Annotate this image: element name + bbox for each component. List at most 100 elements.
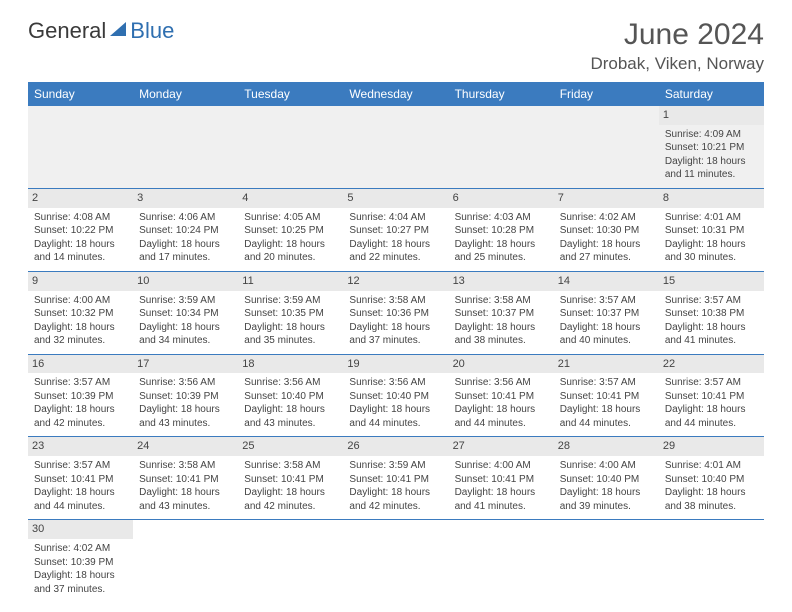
calendar-cell: 9Sunrise: 4:00 AMSunset: 10:32 PMDayligh… [28,271,133,354]
sunset-text: Sunset: 10:41 PM [244,473,337,487]
sunset-text: Sunset: 10:37 PM [455,307,548,321]
calendar-cell: 23Sunrise: 3:57 AMSunset: 10:41 PMDaylig… [28,437,133,520]
calendar-week: 1Sunrise: 4:09 AMSunset: 10:21 PMDayligh… [28,106,764,188]
sunset-text: Sunset: 10:35 PM [244,307,337,321]
sunrise-text: Sunrise: 3:57 AM [560,376,653,390]
calendar-cell [133,106,238,188]
day-header: Wednesday [343,82,448,106]
sunset-text: Sunset: 10:37 PM [560,307,653,321]
daylight-text: Daylight: 18 hours and 34 minutes. [139,321,232,348]
sunrise-text: Sunrise: 4:05 AM [244,211,337,225]
day-number: 13 [449,272,554,291]
day-number: 2 [28,189,133,208]
daylight-text: Daylight: 18 hours and 44 minutes. [349,403,442,430]
sunset-text: Sunset: 10:39 PM [139,390,232,404]
sunset-text: Sunset: 10:34 PM [139,307,232,321]
sunrise-text: Sunrise: 3:56 AM [455,376,548,390]
logo-sail-icon [108,18,128,44]
calendar-week: 30Sunrise: 4:02 AMSunset: 10:39 PMDaylig… [28,520,764,602]
calendar-cell: 30Sunrise: 4:02 AMSunset: 10:39 PMDaylig… [28,520,133,602]
sunset-text: Sunset: 10:41 PM [34,473,127,487]
calendar-cell: 28Sunrise: 4:00 AMSunset: 10:40 PMDaylig… [554,437,659,520]
calendar-week: 9Sunrise: 4:00 AMSunset: 10:32 PMDayligh… [28,271,764,354]
sunset-text: Sunset: 10:38 PM [665,307,758,321]
calendar-cell: 18Sunrise: 3:56 AMSunset: 10:40 PMDaylig… [238,354,343,437]
sunset-text: Sunset: 10:39 PM [34,556,127,570]
logo-text-blue: Blue [130,18,174,44]
calendar-cell [28,106,133,188]
calendar-cell: 15Sunrise: 3:57 AMSunset: 10:38 PMDaylig… [659,271,764,354]
day-number: 8 [659,189,764,208]
daylight-text: Daylight: 18 hours and 38 minutes. [665,486,758,513]
daylight-text: Daylight: 18 hours and 44 minutes. [34,486,127,513]
sunrise-text: Sunrise: 3:59 AM [244,294,337,308]
sunrise-text: Sunrise: 4:00 AM [455,459,548,473]
daylight-text: Daylight: 18 hours and 44 minutes. [560,403,653,430]
day-header: Tuesday [238,82,343,106]
calendar-week: 23Sunrise: 3:57 AMSunset: 10:41 PMDaylig… [28,437,764,520]
calendar-cell: 24Sunrise: 3:58 AMSunset: 10:41 PMDaylig… [133,437,238,520]
sunrise-text: Sunrise: 3:57 AM [34,376,127,390]
sunset-text: Sunset: 10:39 PM [34,390,127,404]
title-block: June 2024 Drobak, Viken, Norway [590,18,764,74]
day-number: 4 [238,189,343,208]
daylight-text: Daylight: 18 hours and 44 minutes. [665,403,758,430]
sunset-text: Sunset: 10:41 PM [560,390,653,404]
calendar-cell [554,106,659,188]
day-number: 20 [449,355,554,374]
sunrise-text: Sunrise: 3:57 AM [560,294,653,308]
calendar-week: 16Sunrise: 3:57 AMSunset: 10:39 PMDaylig… [28,354,764,437]
daylight-text: Daylight: 18 hours and 43 minutes. [139,403,232,430]
calendar-cell: 2Sunrise: 4:08 AMSunset: 10:22 PMDayligh… [28,188,133,271]
day-number: 19 [343,355,448,374]
sunrise-text: Sunrise: 4:02 AM [560,211,653,225]
calendar-cell [343,106,448,188]
daylight-text: Daylight: 18 hours and 40 minutes. [560,321,653,348]
calendar-cell: 7Sunrise: 4:02 AMSunset: 10:30 PMDayligh… [554,188,659,271]
calendar-cell [554,520,659,602]
calendar-cell: 3Sunrise: 4:06 AMSunset: 10:24 PMDayligh… [133,188,238,271]
daylight-text: Daylight: 18 hours and 43 minutes. [139,486,232,513]
day-number: 22 [659,355,764,374]
daylight-text: Daylight: 18 hours and 30 minutes. [665,238,758,265]
calendar-cell [659,520,764,602]
sunrise-text: Sunrise: 4:00 AM [560,459,653,473]
page-header: General Blue June 2024 Drobak, Viken, No… [28,18,764,74]
sunrise-text: Sunrise: 3:56 AM [139,376,232,390]
month-title: June 2024 [590,18,764,52]
day-header-row: Sunday Monday Tuesday Wednesday Thursday… [28,82,764,106]
day-number: 25 [238,437,343,456]
sunrise-text: Sunrise: 3:56 AM [349,376,442,390]
day-header: Saturday [659,82,764,106]
calendar-week: 2Sunrise: 4:08 AMSunset: 10:22 PMDayligh… [28,188,764,271]
logo: General Blue [28,18,174,44]
daylight-text: Daylight: 18 hours and 11 minutes. [665,155,758,182]
day-number: 28 [554,437,659,456]
calendar-cell [343,520,448,602]
logo-text-general: General [28,18,106,44]
day-number: 7 [554,189,659,208]
calendar-cell: 11 Sunrise: 3:59 AMSunset: 10:35 PMDaylig… [238,271,343,354]
calendar-cell: 6Sunrise: 4:03 AMSunset: 10:28 PMDayligh… [449,188,554,271]
day-number: 1 [659,106,764,125]
calendar-cell: 27Sunrise: 4:00 AMSunset: 10:41 PMDaylig… [449,437,554,520]
day-number: 12 [343,272,448,291]
sunrise-text: Sunrise: 4:00 AM [34,294,127,308]
calendar-cell [238,520,343,602]
day-header: Sunday [28,82,133,106]
daylight-text: Daylight: 18 hours and 35 minutes. [244,321,337,348]
day-number: 11 [238,272,343,291]
calendar-cell: 20Sunrise: 3:56 AMSunset: 10:41 PMDaylig… [449,354,554,437]
day-number: 9 [28,272,133,291]
sunrise-text: Sunrise: 3:59 AM [139,294,232,308]
calendar-cell [449,520,554,602]
calendar-table: Sunday Monday Tuesday Wednesday Thursday… [28,82,764,602]
calendar-cell: 5Sunrise: 4:04 AMSunset: 10:27 PMDayligh… [343,188,448,271]
sunrise-text: Sunrise: 3:58 AM [455,294,548,308]
day-number: 24 [133,437,238,456]
calendar-cell: 1Sunrise: 4:09 AMSunset: 10:21 PMDayligh… [659,106,764,188]
daylight-text: Daylight: 18 hours and 41 minutes. [665,321,758,348]
calendar-cell: 19Sunrise: 3:56 AMSunset: 10:40 PMDaylig… [343,354,448,437]
daylight-text: Daylight: 18 hours and 42 minutes. [244,486,337,513]
sunrise-text: Sunrise: 4:01 AM [665,211,758,225]
